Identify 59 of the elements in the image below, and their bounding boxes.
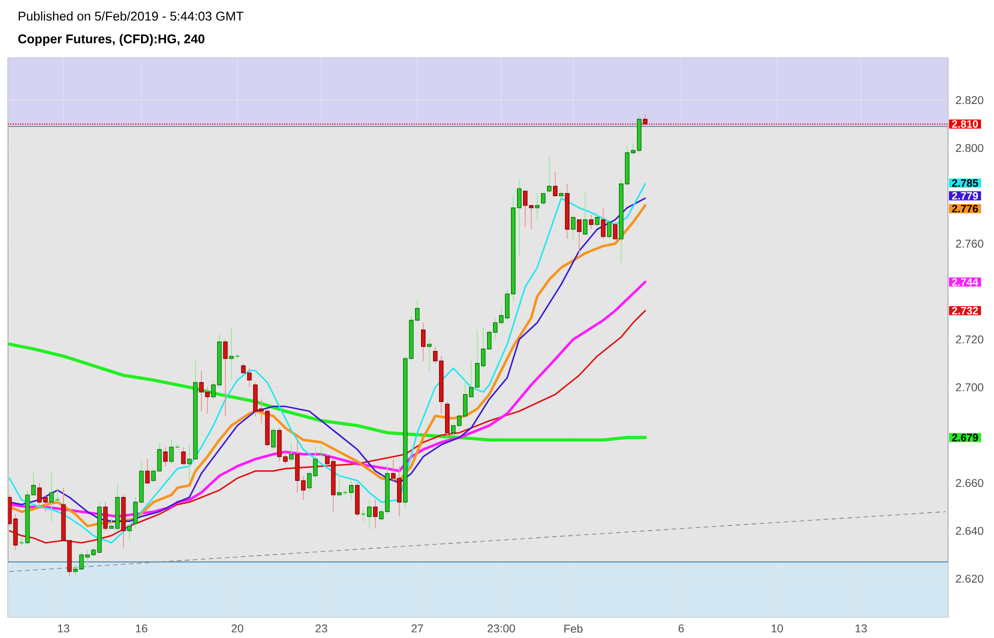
candlestick [612, 222, 618, 240]
candlestick [289, 442, 294, 462]
ref-line-label: 2.810 [952, 120, 978, 128]
y-tick-label: 2.700 [956, 383, 984, 392]
candlestick [546, 157, 552, 194]
candlestick [540, 192, 546, 206]
candlestick [127, 523, 132, 541]
x-tick-label: 6 [678, 624, 684, 632]
text: 2.679 [952, 434, 978, 442]
y-tick-label: 2.640 [956, 526, 984, 535]
y-tick-label: 2.660 [956, 478, 984, 487]
x-tick-label: Feb [564, 624, 583, 633]
x-tick-label: 13 [58, 624, 70, 632]
y-tick-label: 2.720 [956, 335, 984, 344]
candlestick [145, 458, 150, 484]
candlestick [103, 502, 108, 532]
candlestick [606, 222, 612, 240]
x-tick-label: 23:00 [488, 624, 515, 632]
candlestick [427, 338, 432, 371]
candlestick [373, 499, 378, 529]
candlestick [181, 446, 186, 464]
candlestick [169, 439, 174, 464]
candlestick [318, 444, 324, 458]
candlestick [229, 326, 234, 381]
x-tick-label: 13 [856, 624, 867, 632]
candlestick [588, 214, 594, 230]
candlestick [576, 219, 582, 254]
candlestick [54, 487, 60, 503]
text: 2.785 [952, 179, 978, 187]
candlestick [552, 171, 558, 196]
y-tick-label: 2.800 [956, 144, 984, 152]
candlestick [642, 114, 648, 125]
candlestick [223, 338, 228, 416]
candlestick [570, 216, 576, 240]
chart-title: Copper Futures, (CFD):HG, 240 [18, 34, 204, 46]
y-tick-label: 2.760 [956, 240, 984, 248]
x-tick-label: 27 [412, 624, 424, 632]
text: 2.779 [952, 192, 978, 200]
candlestick [600, 207, 606, 240]
candlestick [337, 478, 342, 498]
y-tick-label: 2.820 [956, 96, 984, 104]
text: 2.776 [952, 204, 978, 212]
candlestick [367, 499, 372, 529]
candlestick [49, 470, 54, 522]
x-tick-label: 23 [316, 624, 328, 632]
x-tick-label: 20 [232, 624, 244, 632]
x-tick-label: 10 [772, 624, 783, 632]
candlestick [534, 192, 540, 220]
candlestick [163, 446, 168, 467]
chart-subtitle: Published on 5/Feb/2019 - 5:44:03 GMT [18, 11, 244, 21]
candlestick [594, 212, 600, 228]
text: 2.732 [952, 306, 978, 314]
y-tick-label: 2.620 [956, 574, 984, 583]
x-tick-label: 16 [136, 624, 148, 632]
candlestick [582, 190, 588, 235]
text: 2.744 [952, 278, 978, 286]
candlestick [349, 480, 354, 500]
candlestick [421, 322, 426, 362]
candlestick [271, 427, 276, 450]
